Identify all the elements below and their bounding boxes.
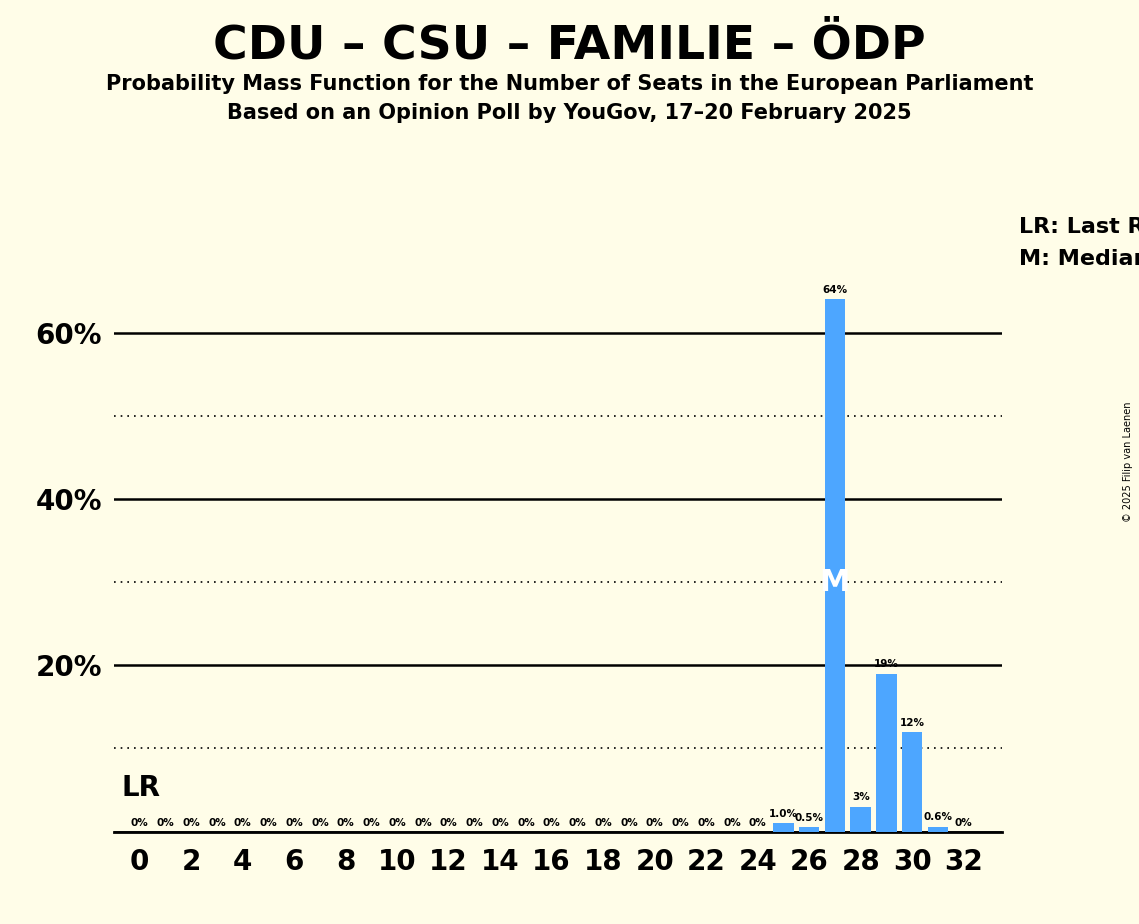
Text: LR: Last Result: LR: Last Result [1019,217,1139,237]
Text: 0%: 0% [182,819,200,828]
Bar [825,299,845,832]
Bar [902,732,923,832]
Text: 0%: 0% [672,819,689,828]
Text: 0%: 0% [568,819,587,828]
Text: 0.5%: 0.5% [795,813,823,823]
Text: 0%: 0% [466,819,483,828]
Text: 0%: 0% [388,819,405,828]
Bar [798,828,819,832]
Text: 0%: 0% [543,819,560,828]
Text: 0%: 0% [415,819,432,828]
Text: 0%: 0% [440,819,458,828]
Text: 0%: 0% [748,819,767,828]
Text: 0%: 0% [595,819,612,828]
Text: 64%: 64% [822,286,847,296]
Bar [876,674,896,832]
Text: LR: LR [122,774,161,802]
Text: Based on an Opinion Poll by YouGov, 17–20 February 2025: Based on an Opinion Poll by YouGov, 17–2… [227,103,912,124]
Text: 0%: 0% [723,819,740,828]
Text: 0%: 0% [337,819,354,828]
Text: M: M [820,567,850,597]
Text: 0%: 0% [491,819,509,828]
Text: 0%: 0% [233,819,252,828]
Text: 0%: 0% [311,819,329,828]
Text: CDU – CSU – FAMILIE – ÖDP: CDU – CSU – FAMILIE – ÖDP [213,23,926,68]
Text: 0%: 0% [620,819,638,828]
Text: 0%: 0% [697,819,715,828]
Text: Probability Mass Function for the Number of Seats in the European Parliament: Probability Mass Function for the Number… [106,74,1033,94]
Bar [851,807,871,832]
Text: 0%: 0% [285,819,303,828]
Text: M: Median: M: Median [1019,249,1139,270]
Text: 0%: 0% [131,819,148,828]
Text: 0%: 0% [646,819,664,828]
Bar [773,823,794,832]
Text: 0%: 0% [362,819,380,828]
Text: 0%: 0% [156,819,174,828]
Text: 3%: 3% [852,793,869,802]
Text: 0%: 0% [260,819,277,828]
Text: 0%: 0% [517,819,535,828]
Text: 19%: 19% [874,660,899,669]
Text: © 2025 Filip van Laenen: © 2025 Filip van Laenen [1123,402,1133,522]
Text: 0.6%: 0.6% [924,812,952,822]
Text: 1.0%: 1.0% [769,809,798,819]
Text: 0%: 0% [208,819,226,828]
Text: 12%: 12% [900,718,925,728]
Text: 0%: 0% [954,819,973,828]
Bar [927,827,949,832]
